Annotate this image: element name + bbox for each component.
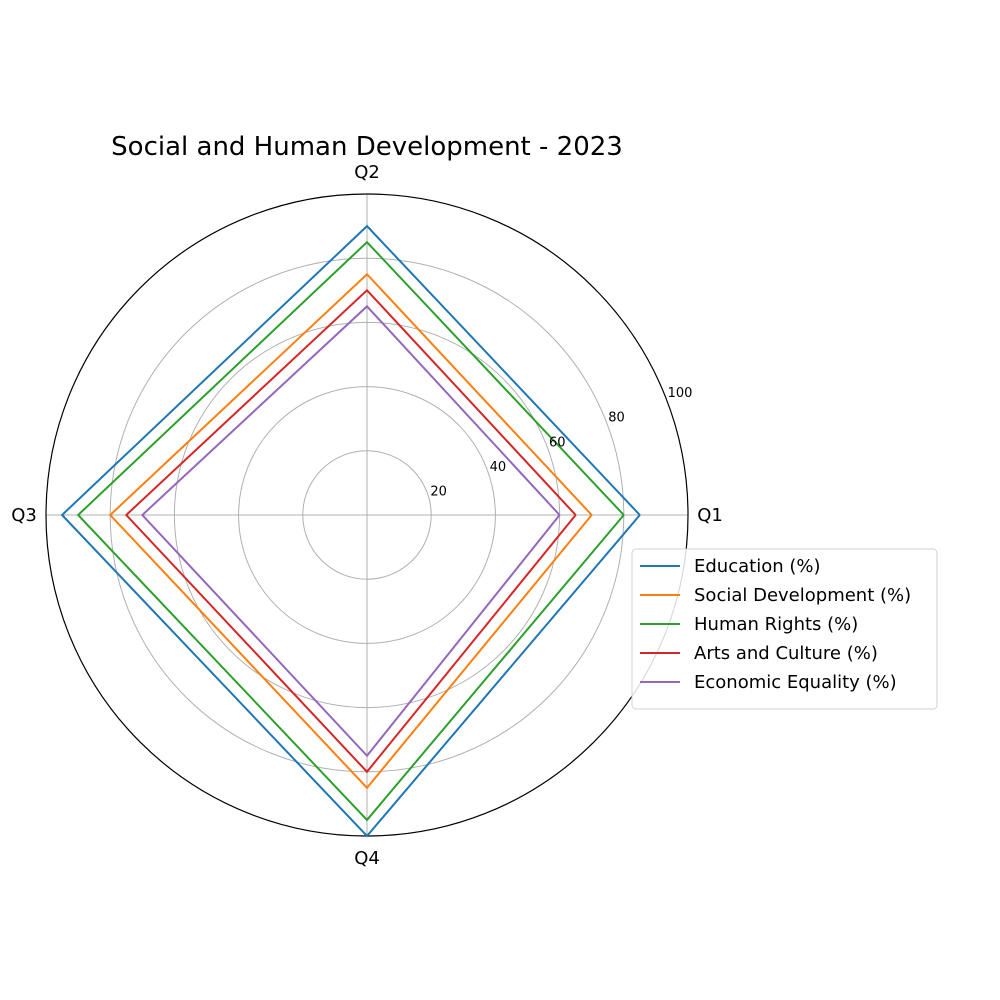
legend-entry-label: Economic Equality (%) bbox=[694, 672, 897, 693]
legend-entry-label: Human Rights (%) bbox=[694, 614, 858, 635]
category-label-q2: Q2 bbox=[354, 162, 380, 183]
category-label-q3: Q3 bbox=[11, 505, 37, 526]
series-line-education bbox=[60, 224, 641, 838]
series-line-social-development bbox=[108, 272, 593, 790]
legend-entry-label: Arts and Culture (%) bbox=[694, 643, 878, 664]
category-label-q4: Q4 bbox=[354, 848, 380, 869]
r-tick-label: 40 bbox=[490, 460, 507, 475]
chart-title: Social and Human Development - 2023 bbox=[111, 132, 623, 162]
legend-entry-label: Education (%) bbox=[694, 556, 820, 577]
r-tick-label: 100 bbox=[668, 386, 693, 401]
legend-box bbox=[631, 548, 938, 710]
series-line-human-rights bbox=[76, 240, 625, 822]
series-lines bbox=[60, 224, 641, 838]
series-line-arts-and-culture bbox=[124, 288, 577, 774]
r-tick-label: 60 bbox=[549, 435, 566, 450]
legend: Education (%) Social Development (%) Human… bbox=[631, 548, 938, 710]
series-line-economic-equality bbox=[140, 304, 561, 758]
r-tick-label: 20 bbox=[430, 484, 447, 499]
r-tick-label: 80 bbox=[608, 411, 625, 426]
legend-entry-label: Social Development (%) bbox=[694, 585, 911, 606]
axis-labels: 20 40 60 80 100 Q1 Q2 Q3 Q4 bbox=[11, 162, 723, 869]
category-label-q1: Q1 bbox=[697, 505, 723, 526]
